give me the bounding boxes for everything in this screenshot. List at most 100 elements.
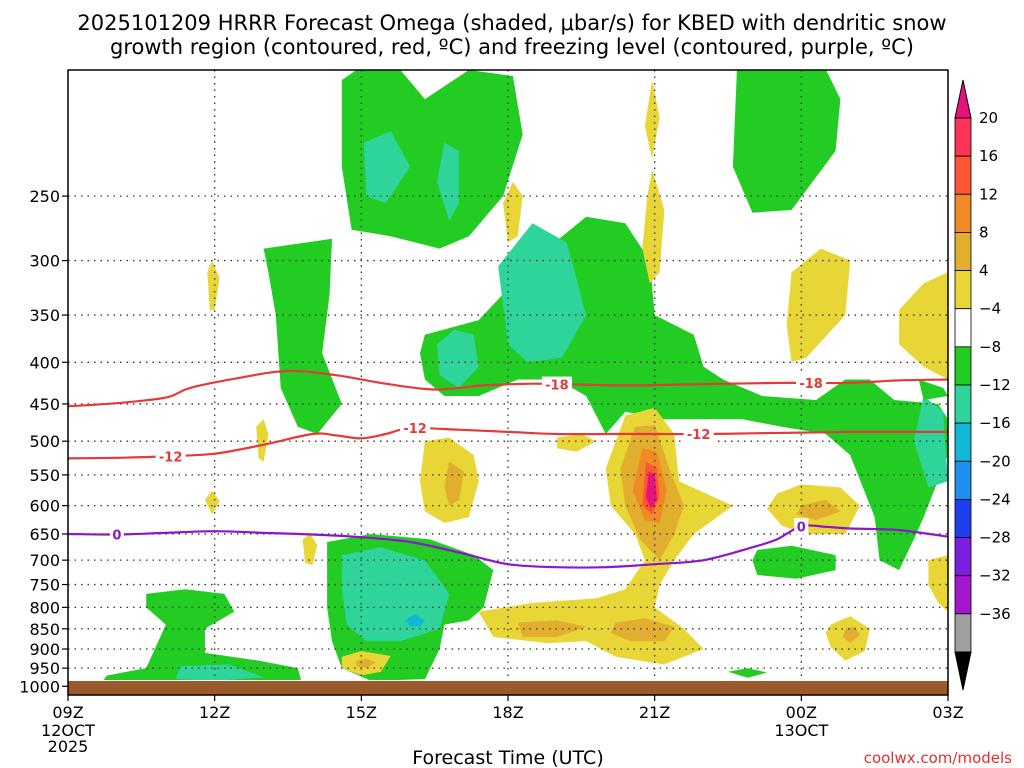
- y-tick-label-600: 600: [29, 497, 60, 516]
- colorbar-label-8: 8: [979, 223, 989, 241]
- x-date-label-0-0: 12OCT: [41, 721, 95, 740]
- colorbar-box-11: [954, 537, 972, 577]
- credit-text: coolwx.com/models: [864, 749, 1012, 767]
- colorbar-label-m4: −4: [979, 300, 1001, 318]
- y-tick-label-350: 350: [29, 306, 60, 325]
- colorbar-box-12: [954, 575, 972, 615]
- omega-region-pos-18: [642, 169, 665, 284]
- omega-region-pos-25: [928, 555, 948, 612]
- freezing-level-contour-label-1: 0: [797, 520, 806, 535]
- dgz-contour-m12-label-bg-1: [400, 420, 431, 437]
- dgz-contour-m12-label-1: -12: [403, 422, 427, 437]
- omega-region-pos-5: [517, 620, 587, 637]
- omega-region-pos-6: [610, 618, 675, 642]
- omega-region-pos-22: [204, 490, 220, 515]
- freezing-level-contour-label-bg-1: [794, 518, 809, 535]
- colorbar-bottom-arrow: [954, 651, 972, 691]
- omega-region-neg-14: [752, 545, 836, 579]
- colorbar-box-0: [954, 117, 972, 157]
- dgz-contour-m12-line: [68, 426, 948, 460]
- y-tick-label-300: 300: [29, 252, 60, 271]
- colorbar-label-m16: −16: [979, 414, 1011, 432]
- colorbar-label-m36: −36: [979, 605, 1011, 623]
- x-tick-label-3: 18Z: [492, 703, 523, 722]
- colorbar-box-1: [954, 155, 972, 195]
- omega-region-neg-15: [728, 668, 768, 678]
- omega-region-pos-8: [444, 461, 464, 506]
- omega-region-pos-14: [842, 626, 860, 644]
- omega-region-pos-11: [786, 248, 851, 363]
- omega-shading: [103, 70, 948, 680]
- omega-region-pos-24: [556, 434, 596, 452]
- omega-region-pos-21: [256, 419, 269, 462]
- x-tick-label-4: 21Z: [639, 703, 670, 722]
- colorbar-label-m28: −28: [979, 529, 1011, 547]
- dgz-contour-m18-label-1: -18: [799, 377, 823, 392]
- x-date-label-0-1: 2025: [48, 737, 89, 756]
- omega-region-neg-12: [103, 589, 302, 680]
- colorbar-box-5: [954, 308, 972, 348]
- dgz-contour-m12-label-bg-2: [683, 426, 714, 443]
- y-tick-label-850: 850: [29, 620, 60, 639]
- omega-region-neg-16: [918, 379, 948, 400]
- dgz-contour-m18-label-bg-1: [796, 374, 827, 391]
- colorbar-label-m32: −32: [979, 567, 1011, 585]
- omega-region-pos-23: [302, 534, 318, 566]
- ground-strip: [68, 681, 948, 695]
- omega-region-pos-10: [796, 499, 841, 521]
- omega-region-neg-5: [498, 223, 587, 363]
- colorbar-label-m12: −12: [979, 376, 1011, 394]
- chart-title-line1: 2025101209 HRRR Forecast Omega (shaded, …: [77, 11, 946, 35]
- omega-region-neg-11: [405, 613, 425, 627]
- colorbar-box-9: [954, 460, 972, 500]
- colorbar-label-20: 20: [979, 109, 998, 127]
- colorbar-label-m8: −8: [979, 338, 1001, 356]
- freezing-level-contour-line: [68, 524, 948, 569]
- omega-region-neg-13: [175, 664, 264, 680]
- colorbar-label-4: 4: [979, 262, 989, 280]
- dgz-contour-m12-label-2: -12: [687, 428, 711, 443]
- colorbar-box-2: [954, 193, 972, 233]
- omega-region-neg-2: [437, 142, 460, 221]
- omega-region-pos-16: [356, 658, 376, 669]
- y-tick-label-550: 550: [29, 466, 60, 485]
- omega-region-neg-0: [341, 70, 523, 249]
- y-tick-label-950: 950: [29, 659, 60, 678]
- freezing-level-contour-label-bg-0: [109, 526, 124, 543]
- x-tick-label-2: 15Z: [346, 703, 377, 722]
- y-tick-label-700: 700: [29, 551, 60, 570]
- omega-region-neg-10: [341, 547, 450, 642]
- colorbar-label-16: 16: [979, 147, 998, 165]
- temperature-contours: -18 -18 -12 -12 -12 0 0: [68, 369, 948, 569]
- omega-region-neg-6: [437, 329, 479, 388]
- x-axis-label: Forecast Time (UTC): [412, 747, 603, 768]
- colorbar-label-m20: −20: [979, 452, 1011, 470]
- y-tick-label-400: 400: [29, 353, 60, 372]
- colorbar-box-4: [954, 270, 972, 310]
- y-tick-label-250: 250: [29, 187, 60, 206]
- colorbar-box-10: [954, 499, 972, 538]
- y-tick-label-1000: 1000: [19, 677, 60, 696]
- colorbar-box-13: [954, 613, 972, 653]
- x-tick-label-0: 09Z: [52, 703, 83, 722]
- dgz-contour-m12-label-bg-0: [155, 448, 186, 465]
- omega-region-pos-17: [644, 80, 660, 159]
- y-tick-label-450: 450: [29, 395, 60, 414]
- omega-region-neg-1: [363, 131, 411, 204]
- colorbar-top-arrow: [954, 79, 972, 119]
- dgz-contour-m12-label-0: -12: [159, 450, 183, 465]
- x-tick-label-5: 00Z: [786, 703, 817, 722]
- colorbar: 20 16 12 8 4 −4 −8 −12 −16 −20 −24 −28 −32 −36: [954, 79, 1011, 691]
- x-tick-label-6: 03Z: [932, 703, 963, 722]
- colorbar-box-6: [954, 346, 972, 386]
- colorbar-box-7: [954, 384, 972, 424]
- x-date-label-1-0: 13OCT: [774, 721, 828, 740]
- omega-region-neg-3: [263, 238, 342, 434]
- colorbar-box-8: [954, 422, 972, 462]
- y-tick-label-800: 800: [29, 598, 60, 617]
- freezing-level-contour-label-0: 0: [112, 528, 121, 543]
- y-tick-label-650: 650: [29, 525, 60, 544]
- omega-region-neg-7: [913, 396, 948, 488]
